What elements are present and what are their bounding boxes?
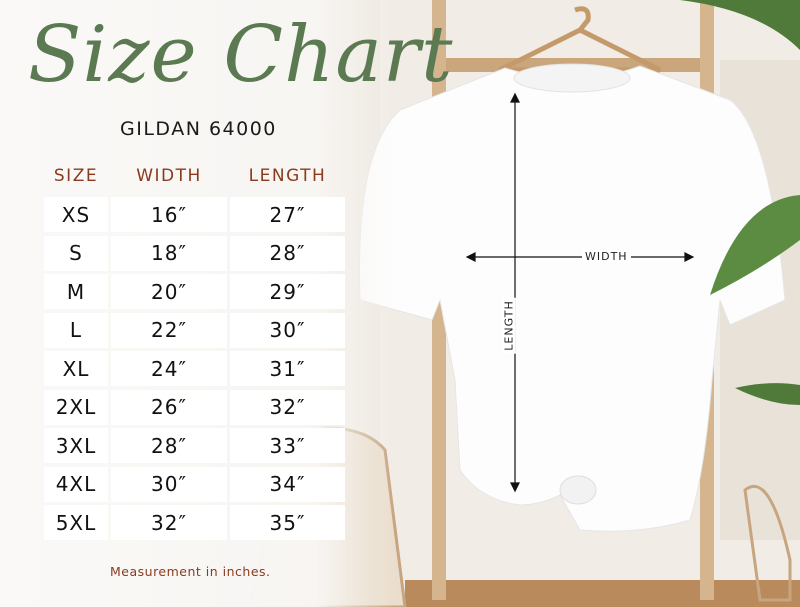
width-cell: 28″ [111,428,227,463]
width-arrow [465,252,695,262]
width-cell: 18″ [111,235,227,271]
size-cell: 5XL [44,505,108,540]
length-cell: 28″ [230,235,345,271]
length-cell: 30″ [230,312,345,348]
width-cell: 32″ [111,505,227,540]
shirt-knot [559,475,597,505]
chart-title: Size Chart [28,10,454,100]
header-width: WIDTH [136,166,202,186]
hanger [498,6,662,73]
length-cell: 31″ [230,351,345,386]
width-label: WIDTH [582,250,631,263]
size-cell: 2XL [44,389,108,425]
chart-subtitle: GILDAN 64000 [120,118,277,140]
header-size: SIZE [53,166,99,186]
size-cell: S [44,235,108,271]
length-cell: 32″ [230,389,345,425]
length-cell: 35″ [230,505,345,540]
size-chart-panel: Size Chart GILDAN 64000 SIZE WIDTH LENGT… [0,0,452,607]
width-cell: 16″ [111,197,227,232]
length-arrow [510,92,520,493]
wooden-floor [405,580,800,607]
width-cell: 26″ [111,389,227,425]
size-cell: XL [44,351,108,386]
width-cell: 24″ [111,351,227,386]
length-label: LENGTH [502,297,516,354]
size-cell: M [44,274,108,309]
size-cell: XS [44,197,108,232]
size-cell: L [44,312,108,348]
length-cell: 29″ [230,274,345,309]
width-cell: 30″ [111,466,227,502]
length-cell: 34″ [230,466,345,502]
length-cell: 27″ [230,197,345,232]
length-cell: 33″ [230,428,345,463]
size-cell: 4XL [44,466,108,502]
size-cell: 3XL [44,428,108,463]
width-cell: 22″ [111,312,227,348]
measurement-note: Measurement in inches. [110,564,271,579]
plant-leaves [680,0,800,405]
header-length: LENGTH [248,166,327,186]
width-cell: 20″ [111,274,227,309]
